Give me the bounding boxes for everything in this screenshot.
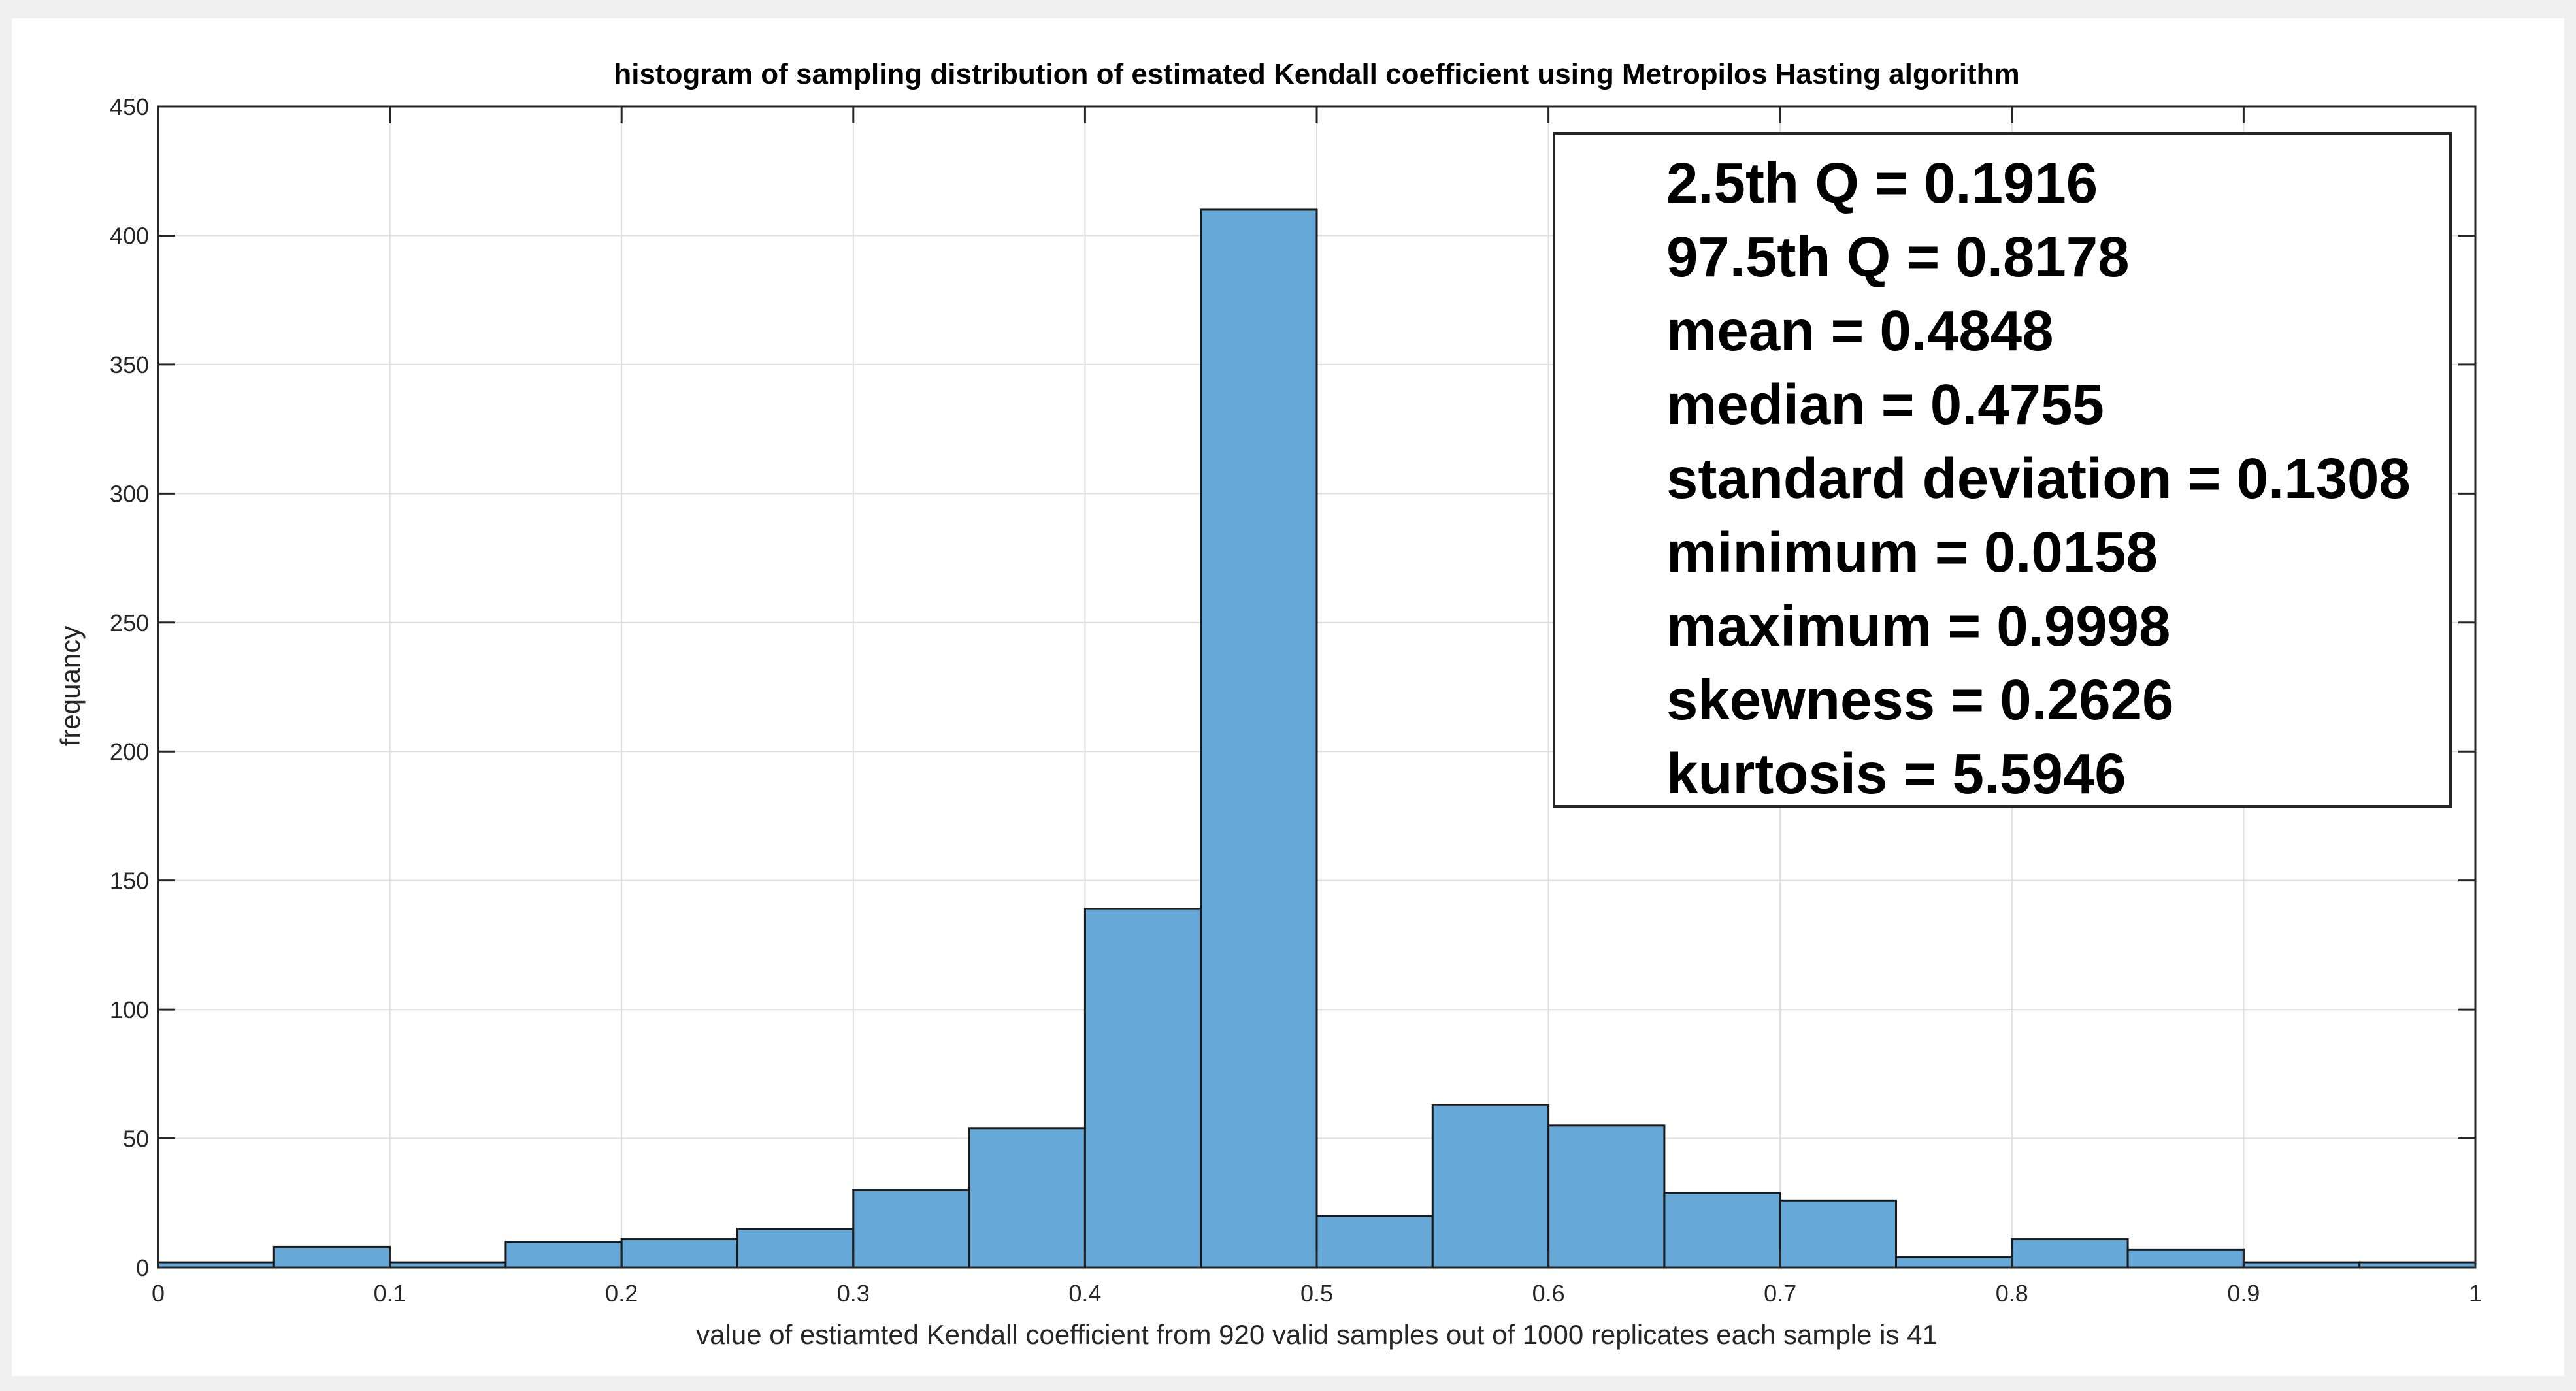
histogram-bar — [1200, 208, 1318, 1269]
bars — [157, 208, 2477, 1269]
histogram-bar — [1895, 1256, 2013, 1269]
stat-maximum: maximum = 0.9998 — [1666, 595, 2171, 658]
y-tick-label: 0 — [136, 1254, 149, 1281]
histogram-bar — [852, 1189, 970, 1269]
x-tick-label: 0.5 — [1300, 1280, 1333, 1307]
histogram-bar — [1779, 1199, 1897, 1269]
histogram-bar — [1315, 1215, 1434, 1269]
x-tick-label: 0.7 — [1764, 1280, 1796, 1307]
x-tick-label: 0.3 — [837, 1280, 870, 1307]
x-tick-label: 0.9 — [2227, 1280, 2260, 1307]
histogram-bar — [1083, 908, 1202, 1269]
y-tick-labels: 0 50 100 150 200 250 300 350 400 450 — [110, 93, 149, 1281]
stat-97-5th-quantile: 97.5th Q = 0.8178 — [1666, 225, 2130, 289]
statistics-legend-box: 2.5th Q = 0.1916 97.5th Q = 0.8178 mean … — [1553, 132, 2452, 808]
histogram-bar — [2126, 1248, 2245, 1269]
x-tick-label: 0.8 — [1996, 1280, 2028, 1307]
y-axis-label: frequancy — [55, 626, 86, 746]
histogram-bar — [272, 1245, 391, 1269]
histogram-bar — [736, 1228, 855, 1269]
histogram-bar — [504, 1241, 623, 1269]
y-tick-label: 400 — [110, 222, 149, 249]
histogram-bar — [1547, 1124, 1666, 1269]
y-tick-label: 250 — [110, 610, 149, 636]
x-axis-label: value of estiamted Kendall coefficient f… — [696, 1319, 1938, 1350]
stat-2-5th-quantile: 2.5th Q = 0.1916 — [1666, 152, 2098, 215]
stat-kurtosis: kurtosis = 5.5946 — [1666, 742, 2126, 806]
y-tick-label: 450 — [110, 93, 149, 120]
x-tick-label: 1 — [2469, 1280, 2482, 1307]
histogram-bar — [968, 1127, 1086, 1269]
x-tick-label: 0.2 — [605, 1280, 638, 1307]
stat-mean: mean = 0.4848 — [1666, 299, 2054, 363]
histogram-bar — [1663, 1191, 1781, 1269]
stat-median: median = 0.4755 — [1666, 373, 2104, 436]
y-tick-label: 350 — [110, 352, 149, 378]
x-tick-label: 0.1 — [374, 1280, 406, 1307]
ticks — [157, 105, 2477, 1269]
histogram-bar — [1431, 1104, 1550, 1269]
y-tick-label: 50 — [123, 1126, 149, 1153]
y-tick-label: 200 — [110, 738, 149, 765]
stat-standard-deviation: standard deviation = 0.1308 — [1666, 447, 2411, 510]
x-tick-label: 0.4 — [1068, 1280, 1101, 1307]
y-tick-label: 300 — [110, 480, 149, 507]
y-tick-label: 150 — [110, 868, 149, 894]
x-tick-label: 0.6 — [1532, 1280, 1565, 1307]
y-tick-label: 100 — [110, 996, 149, 1023]
chart-title: histogram of sampling distribution of es… — [614, 58, 2019, 90]
histogram-bar — [2011, 1238, 2129, 1269]
x-tick-labels: 0 0.1 0.2 0.3 0.4 0.5 0.6 0.7 0.8 0.9 1 — [152, 1280, 2482, 1307]
stat-skewness: skewness = 0.2626 — [1666, 668, 2174, 732]
histogram-bar — [620, 1238, 739, 1269]
stat-minimum: minimum = 0.0158 — [1666, 521, 2158, 584]
x-tick-label: 0 — [152, 1280, 165, 1307]
